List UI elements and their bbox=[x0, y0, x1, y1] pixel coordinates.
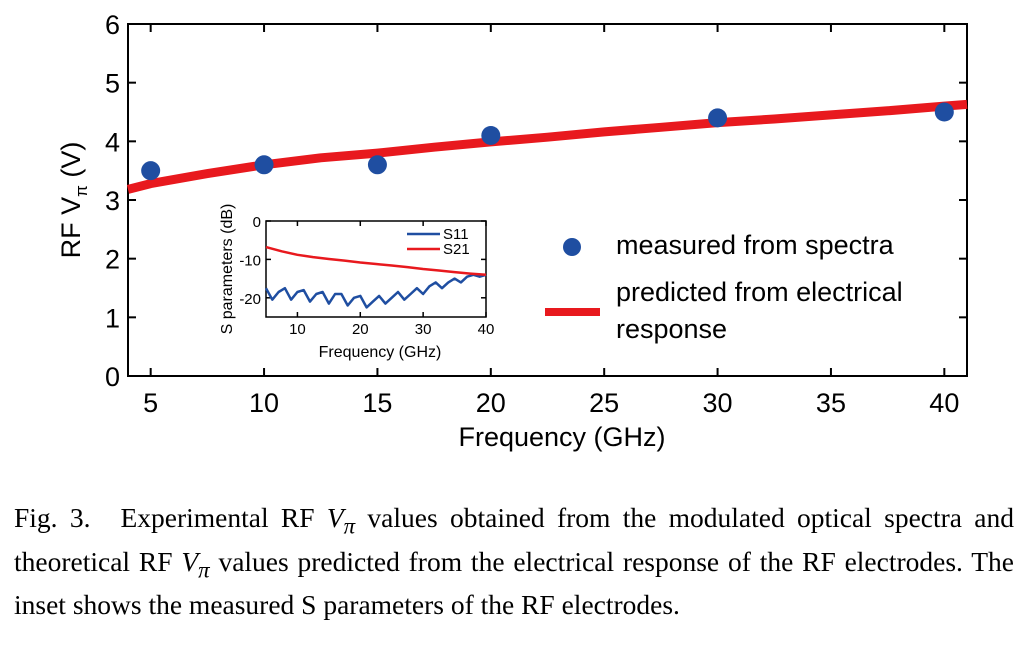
inset-legend: S11 S21 bbox=[407, 226, 470, 258]
main-plot-frame bbox=[127, 23, 968, 377]
inset-axis-tick-labels: 10 20 30 40 0 -10 -20 bbox=[239, 214, 494, 338]
y-tick-label: 3 bbox=[105, 186, 120, 216]
inset-x-axis-label: Frequency (GHz) bbox=[319, 344, 442, 361]
measured-point bbox=[254, 155, 274, 175]
inset-series bbox=[264, 245, 487, 309]
caption-figure-label: Fig. 3. bbox=[14, 502, 91, 533]
caption-vpi-symbol-1: V bbox=[326, 502, 344, 533]
caption-vpi-subscript-1: π bbox=[343, 513, 356, 539]
y-tick-label: 4 bbox=[105, 127, 120, 157]
inset-chart: 10 20 30 40 0 -10 -20 Frequency (GHz) S parame… bbox=[219, 204, 494, 361]
inset-y-axis-label: S parameters (dB) bbox=[219, 204, 236, 335]
inset-line-s21 bbox=[265, 245, 487, 277]
y-tick-label: 2 bbox=[105, 245, 120, 275]
y-label-sub: π bbox=[72, 185, 91, 197]
inset-x-tick-label: 10 bbox=[289, 321, 306, 338]
inset-y-tick-label: 0 bbox=[253, 214, 261, 231]
measured-point bbox=[934, 102, 954, 122]
inset-line-s11 bbox=[264, 273, 487, 309]
inset-axis-ticks bbox=[266, 220, 487, 317]
main-axis-ticks bbox=[128, 23, 967, 377]
caption-text-part3: values predicted from the electrical res… bbox=[14, 545, 1014, 621]
legend-marker-measured bbox=[563, 238, 581, 256]
x-tick-label: 20 bbox=[476, 388, 506, 418]
x-tick-label: 10 bbox=[249, 388, 279, 418]
inset-legend-label-s11: S11 bbox=[443, 226, 469, 243]
legend-label-measured: measured from spectra bbox=[616, 230, 895, 260]
predicted-line bbox=[126, 99, 968, 194]
y-label-main: RF V bbox=[56, 197, 86, 259]
measured-point bbox=[481, 125, 501, 145]
legend-label-predicted-line1: predicted from electrical bbox=[616, 277, 903, 307]
measured-series bbox=[141, 102, 954, 181]
legend: measured from spectra predicted from ele… bbox=[545, 230, 903, 344]
figure-caption: Fig. 3. Experimental RF Vπ values obtaine… bbox=[14, 500, 1014, 622]
predicted-series bbox=[126, 99, 968, 194]
y-tick-label: 5 bbox=[105, 69, 120, 99]
x-tick-label: 25 bbox=[589, 388, 619, 418]
legend-label-predicted-line2: response bbox=[616, 314, 727, 344]
caption-text-part2: values obtained from the modulated optic… bbox=[14, 502, 1014, 577]
x-tick-label: 5 bbox=[143, 388, 158, 418]
inset-y-tick-label: -10 bbox=[239, 252, 261, 269]
y-label-unit: (V) bbox=[56, 142, 86, 186]
x-tick-label: 35 bbox=[816, 388, 846, 418]
measured-point bbox=[367, 155, 387, 175]
x-tick-label: 15 bbox=[362, 388, 392, 418]
y-tick-label: 6 bbox=[105, 10, 120, 40]
caption-vpi-subscript-2: π bbox=[198, 557, 210, 582]
inset-legend-label-s21: S21 bbox=[443, 241, 470, 258]
figure-chart: 5 10 15 20 25 30 35 40 0 1 2 3 4 5 6 Frequency (GHz) R… bbox=[56, 10, 968, 452]
measured-point bbox=[141, 161, 161, 181]
inset-plot-frame bbox=[265, 220, 487, 318]
inset-x-tick-label: 30 bbox=[415, 321, 432, 338]
main-x-axis-label: Frequency (GHz) bbox=[458, 422, 665, 452]
main-y-axis-label: RF Vπ (V) bbox=[56, 142, 91, 259]
y-tick-label: 1 bbox=[105, 303, 120, 333]
inset-y-tick-label: -20 bbox=[239, 291, 261, 308]
measured-point bbox=[708, 108, 728, 128]
inset-x-tick-label: 40 bbox=[478, 321, 495, 338]
y-tick-label: 0 bbox=[105, 362, 120, 392]
x-tick-label: 40 bbox=[929, 388, 959, 418]
caption-text-part1: Experimental RF bbox=[120, 502, 327, 533]
main-axis-tick-labels: 5 10 15 20 25 30 35 40 0 1 2 3 4 5 6 bbox=[105, 10, 959, 418]
inset-x-tick-label: 20 bbox=[352, 321, 369, 338]
caption-vpi-symbol-2: V bbox=[181, 545, 199, 577]
x-tick-label: 30 bbox=[703, 388, 733, 418]
